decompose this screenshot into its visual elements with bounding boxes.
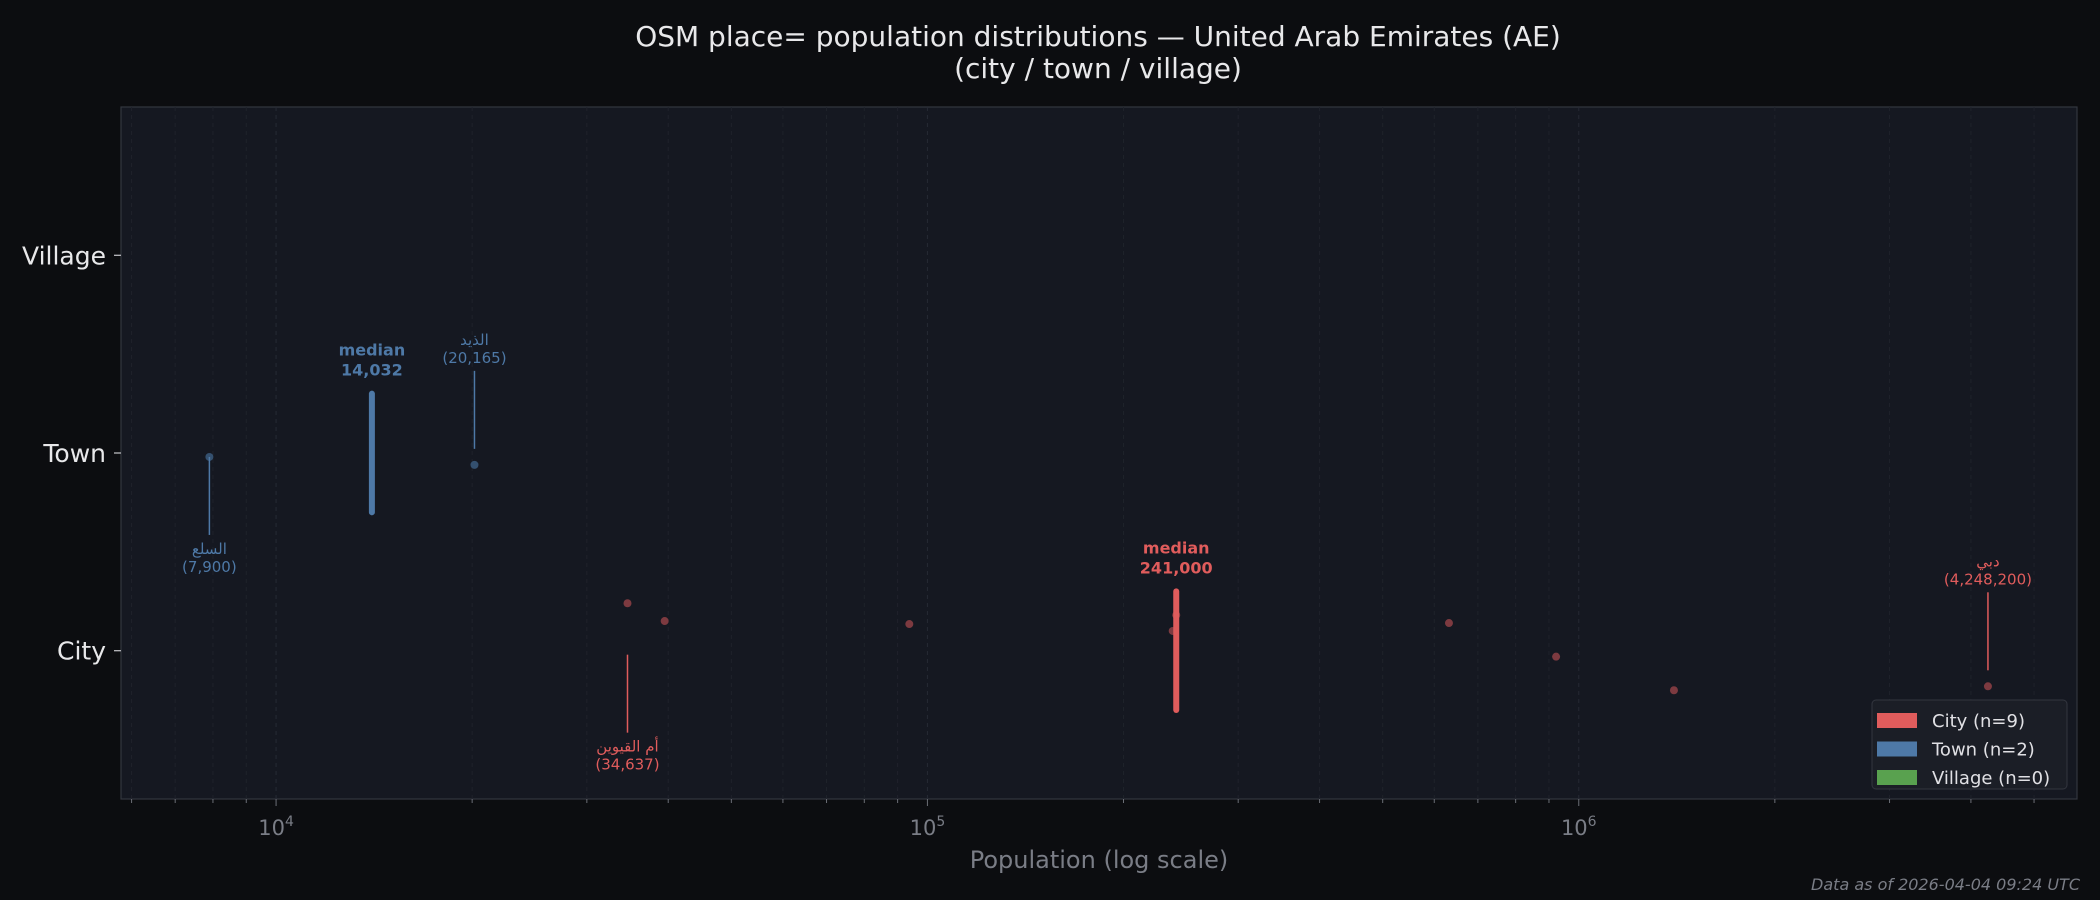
annotation-value: (4,248,200) bbox=[1944, 570, 2032, 588]
city-point bbox=[660, 617, 669, 626]
city-point bbox=[623, 599, 632, 608]
legend-swatch-town bbox=[1877, 741, 1917, 757]
y-tick-label-city: City bbox=[57, 637, 106, 666]
annotation-name: دبي bbox=[1976, 552, 1999, 571]
x-tick-label: 104 bbox=[258, 814, 294, 840]
y-tick-label-town: Town bbox=[42, 439, 106, 468]
city-point bbox=[1983, 682, 1992, 691]
town-point bbox=[470, 460, 479, 469]
city-point bbox=[905, 620, 914, 629]
chart-title: OSM place= population distributions — Un… bbox=[635, 20, 1561, 53]
city-point bbox=[1552, 652, 1561, 661]
annotation-value: (7,900) bbox=[182, 558, 237, 576]
axes: 104 105 106 City Town Village bbox=[22, 241, 2035, 840]
city-point bbox=[1669, 686, 1678, 695]
annotation-value: (34,637) bbox=[595, 756, 659, 774]
annotation-name: أم القيوين bbox=[596, 737, 658, 756]
city-median-label: median bbox=[1143, 538, 1210, 557]
legend-swatch-village bbox=[1877, 770, 1917, 785]
legend-label-town: Town (n=2) bbox=[1931, 740, 2035, 761]
annotation-name: السلع bbox=[192, 540, 227, 558]
annotation-value: (20,165) bbox=[442, 349, 506, 367]
legend-box bbox=[1871, 699, 2068, 790]
x-tick-label: 106 bbox=[1561, 814, 1597, 840]
chart-subtitle: (city / town / village) bbox=[954, 52, 1242, 85]
grid bbox=[131, 107, 2035, 799]
plot-area bbox=[120, 106, 2078, 800]
annotation-name: الذيد bbox=[460, 331, 489, 349]
town-median-value: 14,032 bbox=[341, 361, 403, 380]
y-tick-label-village: Village bbox=[22, 241, 106, 270]
legend: City (n=9) Town (n=2) Village (n=0) bbox=[1871, 699, 2068, 790]
legend-label-village: Village (n=0) bbox=[1932, 768, 2050, 789]
x-axis-label: Population (log scale) bbox=[970, 846, 1229, 874]
city-point bbox=[1444, 619, 1453, 628]
legend-label-city: City (n=9) bbox=[1932, 711, 2025, 732]
town-median-label: median bbox=[339, 341, 406, 360]
x-tick-label: 105 bbox=[910, 814, 946, 840]
footer-timestamp: Data as of 2026-04-04 09:24 UTC bbox=[1811, 875, 2081, 894]
legend-swatch-city bbox=[1877, 713, 1917, 728]
city-median-value: 241,000 bbox=[1140, 558, 1213, 577]
